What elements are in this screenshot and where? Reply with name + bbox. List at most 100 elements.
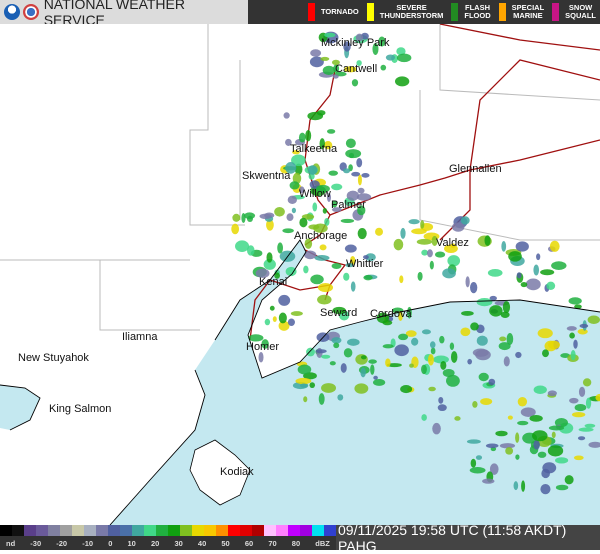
warning-legend: TORNADO SEVERE THUNDERSTORM FLASH FLOOD SPECI… [248, 0, 600, 24]
radar-echo [370, 364, 375, 375]
warning-label: SNOW SQUALL [565, 3, 596, 20]
legend-color [24, 525, 36, 536]
radar-echo [372, 379, 386, 386]
legend-color [228, 525, 240, 536]
radar-echo [331, 263, 342, 269]
radar-echo [434, 251, 446, 258]
radar-echo [431, 235, 438, 247]
radar-echo [363, 274, 373, 281]
radar-echo [489, 463, 499, 475]
legend-tick: 60 [244, 539, 254, 548]
radar-echo [398, 310, 403, 322]
radar-echo [585, 397, 592, 409]
radar-echo [515, 241, 529, 252]
radar-echo [259, 213, 272, 219]
place-new-stuyahok: New Stuyahok [18, 352, 89, 364]
warning-swatch [552, 3, 560, 21]
place-glennallen: Glennallen [449, 163, 502, 175]
radar-echo [340, 363, 347, 373]
radar-echo [498, 342, 511, 351]
radar-echo [546, 281, 556, 290]
radar-echo [482, 478, 495, 484]
radar-echo [243, 212, 256, 219]
radar-echo [277, 242, 283, 254]
place-skwentna: Skwentna [242, 170, 291, 182]
legend-color [204, 525, 216, 536]
radar-echo [542, 349, 549, 358]
radar-echo [400, 227, 406, 239]
radar-echo [570, 349, 576, 361]
legend-color [240, 525, 252, 536]
radar-echo [292, 150, 300, 155]
radar-echo [520, 407, 536, 417]
radar-echo [264, 318, 271, 326]
radar-echo [595, 393, 600, 402]
radar-echo [266, 219, 274, 231]
radar-echo [500, 311, 510, 318]
radar-echo [343, 66, 357, 73]
radar-echo [432, 422, 441, 435]
radar-echo [408, 219, 420, 225]
radar-echo [343, 348, 353, 358]
radar-echo [386, 363, 402, 368]
legend-color [300, 525, 312, 536]
radar-echo [503, 356, 510, 367]
radar-echo [472, 401, 478, 408]
radar-echo [480, 398, 493, 405]
radar-echo [354, 383, 369, 394]
radar-echo [449, 342, 455, 350]
legend-tick: -10 [82, 539, 94, 548]
place-iliamna: Iliamna [122, 331, 158, 343]
radar-echo [310, 274, 324, 285]
place-cordova: Cordova [370, 308, 412, 320]
radar-echo [394, 344, 409, 357]
radar-echo [578, 427, 594, 432]
radar-echo [380, 64, 387, 71]
radar-echo [573, 455, 584, 461]
legend-color [144, 525, 156, 536]
radar-echo [573, 339, 578, 349]
place-homer: Homer [246, 341, 280, 353]
radar-echo [506, 333, 514, 345]
radar-echo [487, 269, 503, 277]
radar-echo [269, 305, 275, 311]
radar-echo [263, 258, 276, 270]
radar-echo [499, 443, 516, 449]
radar-echo [382, 344, 394, 349]
radar-echo [540, 269, 555, 276]
place-kenai: Kenai [259, 276, 288, 288]
water-bristol-bay [0, 385, 40, 430]
color-bar [0, 525, 336, 536]
radar-echo [470, 458, 477, 468]
legend-color [180, 525, 192, 536]
radar-echo [329, 361, 336, 366]
radar-echo [429, 341, 436, 349]
radar-echo [547, 390, 557, 397]
radar-echo [313, 223, 328, 233]
radar-echo [355, 33, 364, 42]
radar-echo [297, 364, 312, 375]
radar-echo [285, 138, 292, 146]
place-king-salmon: King Salmon [49, 403, 112, 415]
radar-echo [467, 358, 473, 365]
radar-echo [299, 217, 308, 228]
radar-echo [332, 74, 339, 79]
radar-echo [286, 213, 294, 222]
kodiak-island [189, 439, 251, 506]
radar-echo [548, 425, 565, 431]
radar-echo [574, 403, 587, 412]
radar-echo [295, 377, 312, 385]
warning-swatch [307, 3, 315, 21]
radar-map[interactable] [0, 24, 600, 525]
radar-echo [520, 281, 528, 288]
radar-echo [298, 132, 306, 143]
radar-echo [548, 340, 560, 350]
radar-echo [475, 455, 483, 460]
radar-echo [476, 298, 493, 307]
radar-echo [569, 397, 579, 404]
warning-severe-thunderstorm: SEVERE THUNDERSTORM [366, 3, 443, 21]
radar-echo [515, 454, 520, 460]
radar-echo [505, 447, 514, 455]
radar-echo [400, 385, 413, 394]
radar-echo [333, 342, 340, 349]
